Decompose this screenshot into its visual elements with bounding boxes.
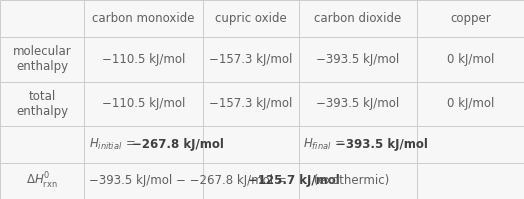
- Text: −110.5 kJ/mol: −110.5 kJ/mol: [102, 53, 185, 66]
- Text: carbon monoxide: carbon monoxide: [92, 12, 195, 25]
- Text: −393.5 kJ/mol: −393.5 kJ/mol: [316, 98, 400, 110]
- Text: total
enthalpy: total enthalpy: [16, 90, 68, 118]
- Text: −157.3 kJ/mol: −157.3 kJ/mol: [209, 53, 292, 66]
- Text: −125.7 kJ/mol: −125.7 kJ/mol: [248, 174, 340, 187]
- Text: 0 kJ/mol: 0 kJ/mol: [447, 53, 494, 66]
- Text: $H_{\mathit{initial}}$$\,=\,$: $H_{\mathit{initial}}$$\,=\,$: [89, 137, 135, 152]
- Text: cupric oxide: cupric oxide: [215, 12, 287, 25]
- Text: molecular
enthalpy: molecular enthalpy: [13, 45, 72, 73]
- Text: −393.5 kJ/mol: −393.5 kJ/mol: [336, 138, 428, 151]
- Text: (exothermic): (exothermic): [310, 174, 389, 187]
- Text: −393.5 kJ/mol: −393.5 kJ/mol: [316, 53, 400, 66]
- Text: 0 kJ/mol: 0 kJ/mol: [447, 98, 494, 110]
- Text: $H_{\mathit{final}}$$\,=\,$: $H_{\mathit{final}}$$\,=\,$: [303, 137, 345, 152]
- Text: −157.3 kJ/mol: −157.3 kJ/mol: [209, 98, 292, 110]
- Text: −267.8 kJ/mol: −267.8 kJ/mol: [132, 138, 223, 151]
- Text: carbon dioxide: carbon dioxide: [314, 12, 402, 25]
- Text: −110.5 kJ/mol: −110.5 kJ/mol: [102, 98, 185, 110]
- Text: $\Delta H^0_{\mathrm{rxn}}$: $\Delta H^0_{\mathrm{rxn}}$: [26, 171, 58, 191]
- Text: −393.5 kJ/mol − −267.8 kJ/mol =: −393.5 kJ/mol − −267.8 kJ/mol =: [89, 174, 290, 187]
- Text: copper: copper: [450, 12, 491, 25]
